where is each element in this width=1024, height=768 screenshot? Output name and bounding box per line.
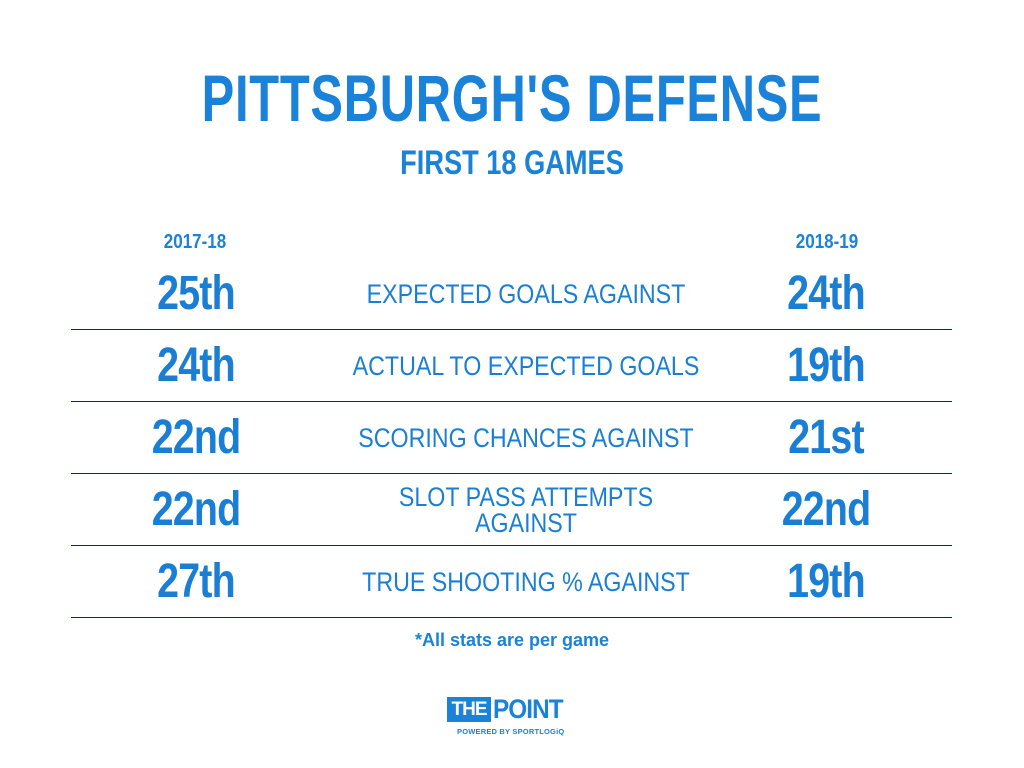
rank-2018-19: 19th: [787, 339, 865, 392]
rank-2018-19: 21st: [788, 411, 864, 464]
rank-2018-19: 19th: [787, 555, 865, 608]
stat-row: 27th TRUE SHOOTING % AGAINST 19th: [71, 546, 952, 618]
column-header-2017-18: 2017-18: [163, 231, 227, 253]
stat-row: 24th ACTUAL TO EXPECTED GOALS 19th: [71, 330, 952, 402]
rank-2017-18: 22nd: [151, 483, 241, 536]
metric-label-line: SLOT PASS ATTEMPTS: [398, 481, 654, 512]
metric-label-line: TRUE SHOOTING % AGAINST: [362, 566, 690, 597]
logo-the-badge: THE: [447, 697, 491, 722]
stat-row: 25th EXPECTED GOALS AGAINST 24th: [71, 258, 952, 330]
metric-label: SCORING CHANCES AGAINST: [350, 402, 703, 473]
metric-label-line: SCORING CHANCES AGAINST: [358, 422, 694, 453]
stat-row: 22nd SCORING CHANCES AGAINST 21st: [71, 402, 952, 474]
footnote: *All stats are per game: [414, 630, 610, 650]
the-point-logo: THE POINT POWERED BY SPORTLOGiQ: [447, 694, 577, 742]
stat-row: 22nd SLOT PASS ATTEMPTS AGAINST 22nd: [71, 474, 952, 546]
metric-label-line: ACTUAL TO EXPECTED GOALS: [352, 350, 700, 381]
metric-label: TRUE SHOOTING % AGAINST: [350, 546, 703, 617]
metric-label: ACTUAL TO EXPECTED GOALS: [350, 330, 703, 401]
rank-2017-18: 24th: [157, 339, 235, 392]
rank-2017-18: 27th: [157, 555, 235, 608]
stats-table: 25th EXPECTED GOALS AGAINST 24th 24th AC…: [71, 258, 952, 618]
page-title: PITTSBURGH'S DEFENSE: [201, 61, 823, 135]
rank-2018-19: 22nd: [781, 483, 871, 536]
logo-powered-by: POWERED BY SPORTLOGiQ: [457, 727, 565, 736]
metric-label: EXPECTED GOALS AGAINST: [350, 258, 703, 329]
rank-2017-18: 25th: [157, 267, 235, 320]
metric-label-line: EXPECTED GOALS AGAINST: [366, 278, 686, 309]
logo-point-wordmark: POINT: [493, 694, 564, 724]
column-header-2018-19: 2018-19: [795, 231, 859, 253]
page-subtitle: FIRST 18 GAMES: [400, 144, 624, 182]
rank-2018-19: 24th: [787, 267, 865, 320]
metric-label: SLOT PASS ATTEMPTS AGAINST: [350, 474, 703, 545]
metric-label-line: AGAINST: [475, 507, 577, 538]
rank-2017-18: 22nd: [151, 411, 241, 464]
